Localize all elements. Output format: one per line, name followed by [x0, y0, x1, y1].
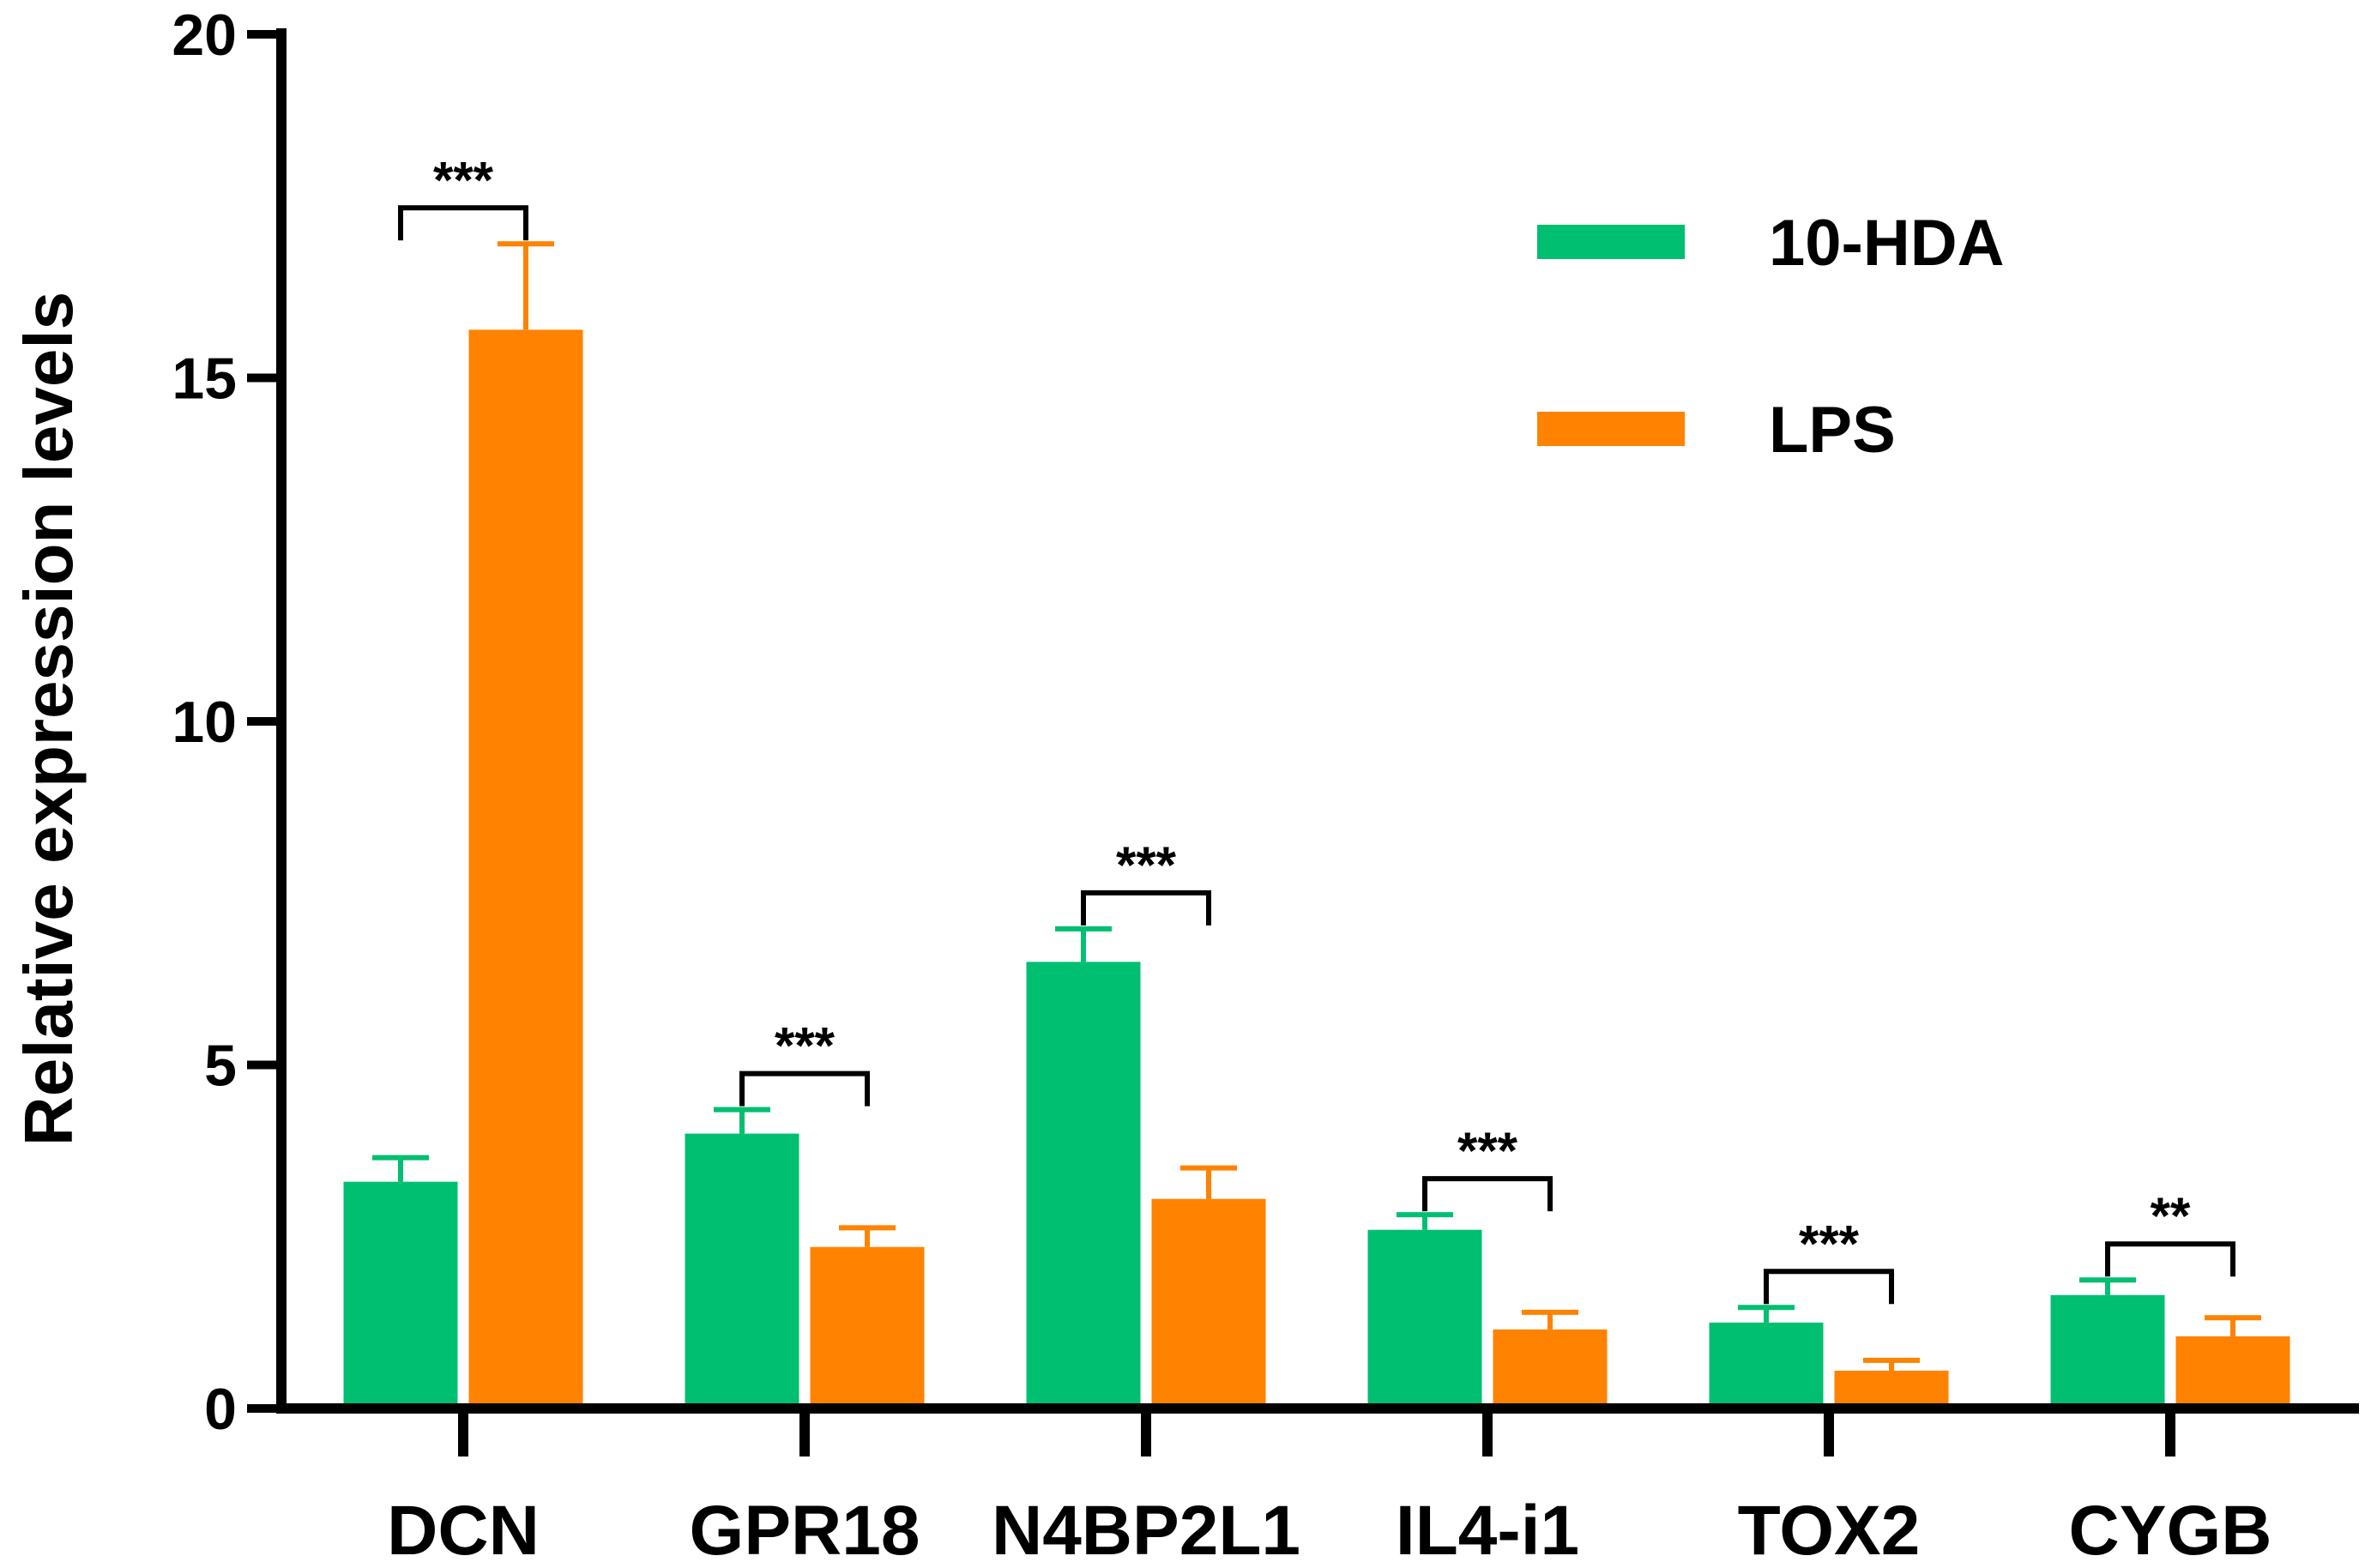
y-ticks-layer: 0 5 10 15 20 — [172, 3, 281, 1442]
x-tick-label: N4BP2L1 — [992, 1492, 1300, 1568]
significance-label: *** — [1116, 836, 1177, 894]
bar-lps — [2175, 1336, 2290, 1408]
bar-hda — [685, 1133, 799, 1408]
error-bars-layer — [372, 241, 2261, 1371]
y-tick-label: 20 — [172, 3, 237, 68]
significance-label: *** — [1799, 1215, 1860, 1272]
legend-swatch-hda — [1537, 225, 1685, 259]
bars-layer — [343, 329, 2290, 1409]
legend-swatch-lps — [1537, 412, 1685, 446]
y-tick-label: 10 — [172, 690, 237, 755]
legend: 10-HDA LPS — [1537, 207, 2005, 467]
x-tick-label: CYGB — [2069, 1492, 2272, 1568]
y-axis-label: Relative expression levels — [10, 292, 87, 1146]
significance-bracket — [1764, 1269, 1894, 1305]
significance-bracket — [1422, 1176, 1553, 1212]
y-tick-label: 15 — [172, 347, 237, 412]
bar-lps — [1151, 1198, 1266, 1408]
significance-label: *** — [775, 1017, 836, 1075]
significance-bracket — [1081, 890, 1211, 926]
bar-lps — [1493, 1329, 1608, 1408]
legend-label-hda: 10-HDA — [1769, 207, 2005, 280]
significance-label: *** — [433, 151, 494, 208]
x-tick-label: TOX2 — [1738, 1492, 1921, 1568]
bar-hda — [2050, 1294, 2165, 1408]
x-tick-label: GPR18 — [690, 1492, 920, 1568]
legend-label-lps: LPS — [1769, 394, 1896, 467]
axes-layer — [276, 28, 2359, 1414]
bar-hda — [1367, 1229, 1482, 1408]
significance-label: *** — [1457, 1122, 1518, 1179]
bar-lps — [810, 1246, 925, 1408]
bar-hda — [343, 1181, 458, 1408]
significance-bracket — [739, 1070, 870, 1107]
bar-lps — [468, 329, 583, 1409]
x-ticks-layer: DCN GPR18 N4BP2L1 IL4-i1 TOX2 CYGB — [387, 1408, 2271, 1568]
x-tick-label: IL4-i1 — [1396, 1492, 1579, 1568]
significance-bracket — [398, 205, 528, 241]
y-tick-label: 0 — [204, 1377, 237, 1442]
bar-lps — [1834, 1370, 1949, 1408]
bar-hda — [1026, 962, 1141, 1408]
x-tick-label: DCN — [387, 1492, 540, 1568]
y-tick-label: 5 — [204, 1034, 237, 1099]
bar-hda — [1709, 1322, 1824, 1408]
significance-layer: *************** ** — [398, 151, 2235, 1305]
significance-label: ** — [2151, 1187, 2191, 1245]
significance-bracket — [2105, 1241, 2235, 1277]
